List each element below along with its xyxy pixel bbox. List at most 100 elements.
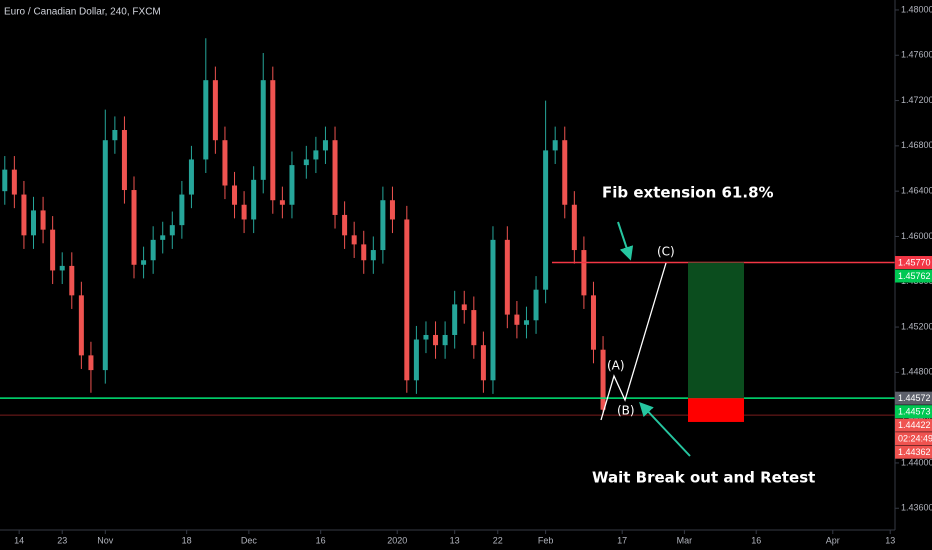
y-tick-label: 1.47600 xyxy=(901,50,932,60)
overlay: Fib extension 61.8% Wait Break out and R… xyxy=(592,184,815,487)
price-label-box xyxy=(895,405,932,419)
candle-body xyxy=(332,140,338,215)
x-tick-label: 23 xyxy=(57,535,67,545)
candle-body xyxy=(179,194,185,226)
price-label: 1.44422 xyxy=(898,420,931,430)
price-label-box xyxy=(895,445,932,459)
candle-body xyxy=(389,200,395,220)
candle-body xyxy=(289,165,295,205)
candle-body xyxy=(169,225,175,236)
x-tick-label: 16 xyxy=(316,535,326,545)
y-tick-label: 1.48000 xyxy=(901,4,932,14)
candle-body xyxy=(514,314,520,325)
candle-body xyxy=(543,150,549,290)
x-tick-label: 13 xyxy=(885,535,895,545)
candle-body xyxy=(380,200,386,251)
candle-body xyxy=(78,295,84,356)
y-tick-label: 1.44800 xyxy=(901,367,932,377)
candle-body xyxy=(121,130,127,191)
candle-body xyxy=(313,150,319,160)
price-label: 1.45762 xyxy=(898,271,931,281)
candle-body xyxy=(471,310,477,346)
candle-body xyxy=(102,140,108,371)
y-tick-label: 1.46400 xyxy=(901,186,932,196)
candle-body xyxy=(88,355,94,371)
x-tick-label: 18 xyxy=(182,535,192,545)
candle-body xyxy=(232,185,238,205)
x-tick-label: Feb xyxy=(538,535,554,545)
candle-body xyxy=(361,244,367,261)
price-label: 1.44572 xyxy=(898,393,931,403)
plot-area xyxy=(0,38,895,422)
candle-body xyxy=(188,159,194,195)
x-tick-label: Nov xyxy=(97,535,114,545)
candle-body xyxy=(342,214,348,236)
candle-body xyxy=(423,334,429,340)
candle-body xyxy=(241,204,247,220)
candle-body xyxy=(452,304,458,335)
candle-body xyxy=(370,250,376,261)
candle-body xyxy=(351,235,357,245)
y-tick-label: 1.44000 xyxy=(901,457,932,467)
candle-body xyxy=(562,140,568,205)
candle-body xyxy=(11,169,17,195)
candle-body xyxy=(141,260,147,265)
candle-body xyxy=(260,80,266,180)
x-tick-label: Apr xyxy=(826,535,840,545)
candle-body xyxy=(480,345,486,381)
candle-body xyxy=(150,239,156,261)
x-tick-label: 17 xyxy=(617,535,627,545)
annotation: Wait Break out and Retest xyxy=(592,469,815,487)
candle-body xyxy=(552,140,558,151)
candle-body xyxy=(59,265,65,271)
x-tick-label: 2020 xyxy=(387,535,407,545)
candle-body xyxy=(442,334,448,346)
y-tick-label: 1.46800 xyxy=(901,140,932,150)
y-tick-label: 1.45200 xyxy=(901,321,932,331)
x-tick-label: 13 xyxy=(450,535,460,545)
wave-label: (C) xyxy=(657,245,675,259)
candle-body xyxy=(222,140,228,186)
arrow xyxy=(639,401,691,457)
price-label: 1.44362 xyxy=(898,447,931,457)
wave-label: (B) xyxy=(617,404,635,418)
candle-body xyxy=(112,130,118,141)
candle-body xyxy=(303,159,309,166)
candle-body xyxy=(31,210,37,236)
x-tick-label: Mar xyxy=(677,535,693,545)
candle-body xyxy=(131,190,137,265)
price-label: 02:24:49 xyxy=(898,434,932,444)
candle-body xyxy=(160,235,166,240)
candle-body xyxy=(600,349,606,410)
candle-body xyxy=(2,169,8,192)
chart-title: Euro / Canadian Dollar, 240, FXCM xyxy=(4,7,161,18)
candle-body xyxy=(413,339,419,381)
candle-body xyxy=(523,320,529,325)
x-tick-label: Dec xyxy=(241,535,258,545)
candle-body xyxy=(322,140,328,151)
candle-body xyxy=(251,179,257,220)
candle-body xyxy=(404,219,410,381)
candle-body xyxy=(69,265,75,296)
candle-body xyxy=(533,289,539,321)
candle-body xyxy=(270,80,276,201)
candle-body xyxy=(40,210,46,230)
price-label-box xyxy=(895,256,932,270)
candle-body xyxy=(433,334,439,346)
y-tick-label: 1.46000 xyxy=(901,231,932,241)
x-tick-label: 16 xyxy=(751,535,761,545)
loss-zone xyxy=(688,398,744,422)
candle-body xyxy=(212,80,218,141)
candle-body xyxy=(21,194,27,236)
arrow xyxy=(617,221,634,261)
candle-body xyxy=(490,239,496,381)
y-tick-label: 1.43600 xyxy=(901,503,932,513)
price-label-box xyxy=(895,269,932,283)
y-tick-label: 1.47200 xyxy=(901,95,932,105)
profit-zone xyxy=(688,262,744,399)
candle-body xyxy=(571,204,577,251)
x-tick-label: 14 xyxy=(14,535,24,545)
